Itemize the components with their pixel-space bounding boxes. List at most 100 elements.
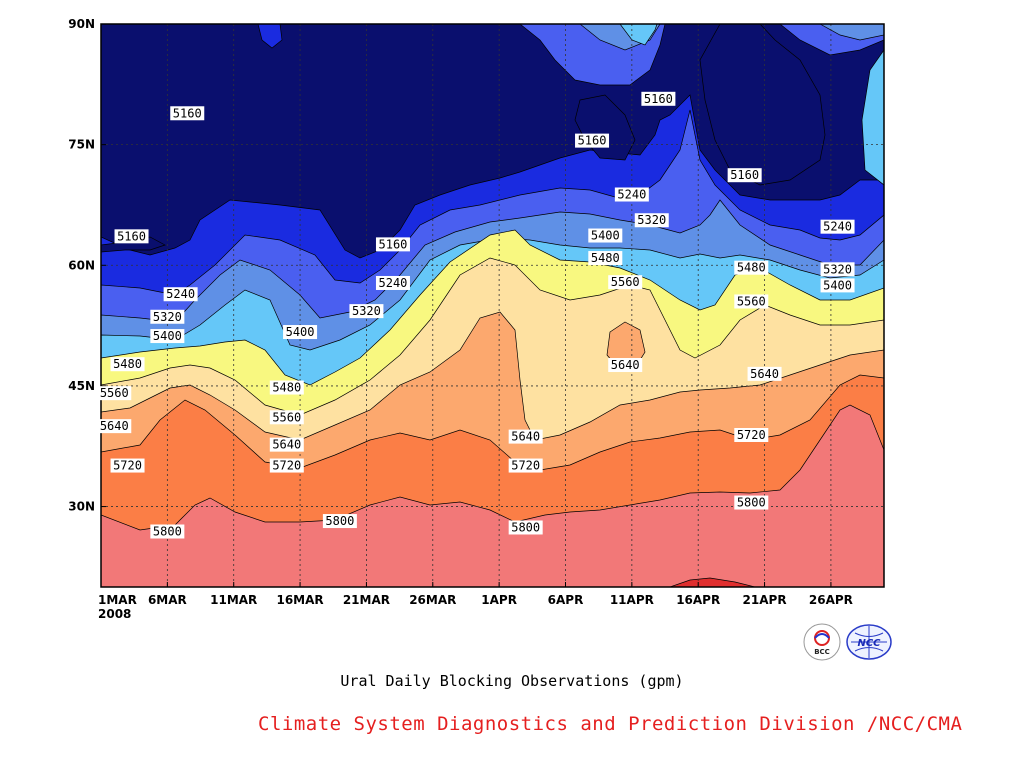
- bcc-logo: BCC: [803, 623, 841, 661]
- contour-label: 5160: [379, 237, 408, 251]
- contour-label: 5400: [153, 329, 182, 343]
- footer-credit: Climate System Diagnostics and Predictio…: [258, 713, 963, 735]
- band-5880: [669, 577, 756, 587]
- contour-label-box: [588, 251, 623, 266]
- ridge-east-edge: [861, 49, 884, 186]
- contour-label: 5320: [637, 213, 666, 227]
- contour-label: 5560: [611, 275, 640, 289]
- svg-text:BCC: BCC: [814, 648, 830, 656]
- contour-label: 5240: [617, 188, 646, 202]
- contour-label-box: [747, 366, 782, 381]
- contour-label: 5480: [737, 261, 766, 275]
- contour-label-box: [508, 520, 543, 535]
- x-tick-label: 21APR: [743, 593, 787, 607]
- grid: [101, 24, 884, 587]
- contour-label-box: [820, 219, 855, 234]
- contour-label: 5560: [737, 294, 766, 308]
- ridge-north-core: [619, 24, 658, 46]
- contour-label-box: [734, 260, 769, 275]
- contour-label: 5640: [100, 419, 129, 433]
- contour-label: 5480: [591, 251, 620, 265]
- contour-label-box: [283, 325, 318, 340]
- trough-east-inner: [819, 24, 884, 41]
- x-tick-label: 11MAR: [210, 593, 257, 607]
- contour-label: 5400: [823, 278, 852, 292]
- contour-label: 5320: [153, 310, 182, 324]
- contour-label: 5160: [578, 134, 607, 148]
- contour-label: 5640: [611, 358, 640, 372]
- contour-label-box: [150, 329, 185, 344]
- ncc-logo: NCC: [846, 624, 892, 660]
- contour-label: 5400: [286, 325, 315, 339]
- contour-label: 5240: [379, 276, 408, 290]
- contour-label-box: [727, 168, 762, 183]
- contour-label-box: [269, 458, 304, 473]
- contour-label-box: [110, 357, 145, 372]
- band-5800: [101, 404, 884, 587]
- x-tick-label: 26MAR: [409, 593, 456, 607]
- contour-label: 5720: [272, 459, 301, 473]
- contour-label: 5560: [272, 410, 301, 424]
- contour-label-box: [588, 228, 623, 243]
- contour-bands: [101, 24, 884, 587]
- x-tick-label: 21MAR: [343, 593, 390, 607]
- x-tick-label: 6MAR: [148, 593, 187, 607]
- contour-label: 5800: [737, 496, 766, 510]
- contour-label-box: [375, 275, 410, 290]
- contour-label: 5240: [823, 220, 852, 234]
- contour-labels: 5160 5160 5160 5160 5160 5160 5240 5240 5240 5240…: [97, 91, 855, 539]
- y-tick-label: 90N: [68, 17, 95, 31]
- contour-label: 5800: [153, 525, 182, 539]
- contour-label-box: [269, 380, 304, 395]
- contour-label: 5480: [272, 381, 301, 395]
- contour-label: 5320: [352, 304, 381, 318]
- x-tick-label: 1APR: [481, 593, 517, 607]
- contour-label-box: [734, 495, 769, 510]
- x-tick-label: 26APR: [809, 593, 853, 607]
- x-tick-label: 11APR: [610, 593, 654, 607]
- contour-label-box: [150, 309, 185, 324]
- contour-label-box: [150, 524, 185, 539]
- y-tick-label: 60N: [68, 258, 95, 272]
- contour-label: 5160: [730, 168, 759, 182]
- contour-label-box: [575, 133, 610, 148]
- contour-label-box: [114, 229, 149, 244]
- contour-label-box: [375, 237, 410, 252]
- contour-label-box: [641, 91, 676, 106]
- x-tick-label: 16MAR: [276, 593, 323, 607]
- contour-label: 5400: [591, 229, 620, 243]
- contour-label-box: [608, 358, 643, 373]
- contour-label: 5160: [117, 229, 146, 243]
- contour-label: 5720: [113, 459, 142, 473]
- contour-label-box: [734, 294, 769, 309]
- contour-label-box: [614, 187, 649, 202]
- contour-label-box: [734, 427, 769, 442]
- contour-label-box: [820, 262, 855, 277]
- contour-label-box: [820, 278, 855, 293]
- contour-label-box: [349, 304, 384, 319]
- contour-label: 5480: [113, 357, 142, 371]
- small-cell-north: [257, 24, 283, 49]
- y-tick-label: 30N: [68, 500, 95, 514]
- svg-text:NCC: NCC: [857, 638, 881, 649]
- x-year-label: 2008: [98, 607, 131, 621]
- contour-label-box: [97, 419, 132, 434]
- axis-ticks: 1MAR 6MAR 11MAR 16MAR 21MAR 26MAR 1APR 6APR 11AP…: [68, 17, 853, 621]
- contour-label-box: [163, 287, 198, 302]
- contour-label: 5800: [511, 520, 540, 534]
- y-tick-label: 75N: [68, 138, 95, 152]
- contour-label-box: [608, 275, 643, 290]
- contour-label-box: [170, 106, 205, 121]
- contour-label: 5640: [272, 438, 301, 452]
- plot-frame: [100, 23, 885, 588]
- contour-label: 5640: [511, 430, 540, 444]
- contour-label: 5160: [173, 106, 202, 120]
- chart-caption: Ural Daily Blocking Observations (gpm): [340, 672, 684, 690]
- contour-label-box: [508, 429, 543, 444]
- contour-label-box: [97, 386, 132, 401]
- contour-label-box: [110, 458, 145, 473]
- contour-label-box: [322, 514, 357, 529]
- contour-label: 5640: [750, 367, 779, 381]
- x-tick-label: 1MAR: [98, 593, 137, 607]
